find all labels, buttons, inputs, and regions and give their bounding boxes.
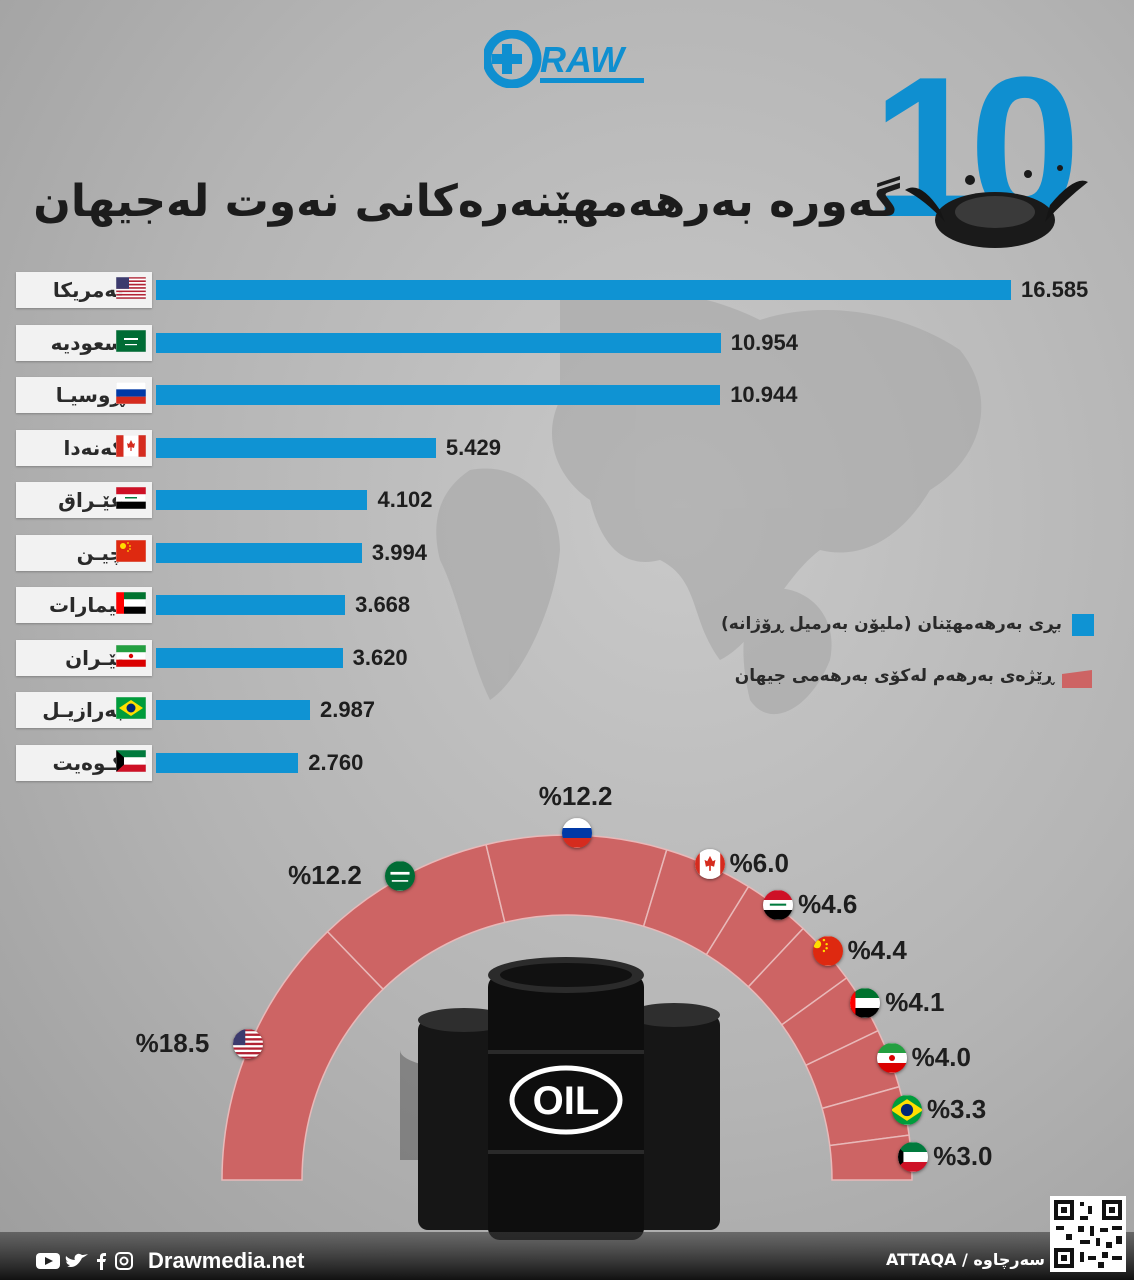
production-value-label: 3.994	[371, 539, 427, 565]
production-bar	[156, 647, 343, 668]
share-value-label: %4.4	[847, 934, 907, 965]
flag-br-icon	[891, 1095, 922, 1126]
flag-us-icon	[116, 277, 146, 299]
production-value-label: 2.760	[308, 749, 364, 775]
country-name: ڕوسیـا	[55, 383, 124, 407]
country-name: عێـراق	[58, 488, 124, 512]
country-label-br: بەرازیـل	[16, 692, 152, 728]
production-bar	[156, 700, 310, 720]
qr-code-icon	[1050, 1196, 1126, 1272]
flag-br-icon	[116, 697, 146, 719]
production-bar	[156, 595, 346, 615]
flag-cn-icon	[116, 539, 146, 562]
country-name: چیـن	[76, 540, 124, 565]
share-value-label: %4.0	[911, 1041, 971, 1072]
world-map-background	[436, 289, 982, 715]
svg-text:OIL: OIL	[533, 1079, 600, 1123]
share-value-label: %12.2	[538, 781, 613, 812]
share-value-label: %4.6	[798, 888, 858, 919]
country-label-kw: کـوەیت	[16, 744, 152, 781]
country-label-ir: ئێـران	[16, 639, 152, 676]
website-link[interactable]: Drawmedia.net	[148, 1248, 305, 1273]
production-bar	[156, 280, 1011, 300]
share-value-label: %3.0	[933, 1141, 993, 1172]
production-bar	[156, 542, 362, 563]
instagram-icon	[115, 1252, 133, 1270]
flag-sa-icon	[116, 329, 146, 352]
legend-production: بڕی بەرهەمهێنان (ملیۆن بەرمیل ڕۆژانە)	[600, 610, 1100, 640]
production-value-label: 3.620	[352, 644, 408, 670]
logo-text: RAW	[540, 39, 627, 80]
flag-ru-icon	[561, 818, 592, 849]
flag-ae-icon	[116, 592, 146, 614]
flag-ir-icon	[116, 644, 146, 667]
flag-kw-icon	[116, 749, 146, 772]
share-value-label: %18.5	[135, 1028, 210, 1059]
production-value-label: 5.429	[445, 434, 501, 460]
share-value-label: %6.0	[729, 847, 789, 878]
share-value-label: %12.2	[288, 859, 362, 890]
country-label-iq: عێـراق	[16, 482, 152, 518]
flag-ru-icon	[116, 382, 146, 404]
twitter-icon	[65, 1253, 88, 1267]
country-label-ru: ڕوسیـا	[16, 377, 152, 413]
production-value-label: 3.668	[355, 592, 411, 617]
country-label-sa: سعودیە	[16, 324, 152, 361]
country-label-ca: کەنەدا	[16, 429, 152, 466]
country-name: سعودیە	[50, 330, 124, 355]
country-label-ae: ئیمارات	[16, 587, 152, 623]
production-bar	[156, 490, 368, 510]
draw-logo: RAW	[484, 30, 644, 88]
production-value-label: 10.944	[730, 382, 798, 407]
facebook-icon	[97, 1253, 106, 1270]
flag-ir-icon	[876, 1042, 907, 1073]
flag-ca-icon	[116, 434, 146, 457]
country-label-cn: چیـن	[16, 534, 152, 571]
production-bar	[156, 385, 721, 405]
flag-iq-icon	[763, 889, 794, 920]
production-bar	[156, 437, 436, 458]
oil-splash-graphic	[905, 165, 1088, 248]
oil-barrels-graphic: OIL	[400, 957, 720, 1240]
source-credit: سەرچاوە / ATTAQA	[885, 1250, 1045, 1269]
production-value-label: 16.585	[1021, 277, 1089, 302]
production-value-label: 10.954	[730, 329, 798, 355]
share-value-label: %4.1	[885, 986, 945, 1017]
flag-kw-icon	[898, 1142, 929, 1173]
flag-iq-icon	[116, 487, 146, 509]
country-name: کـوەیت	[52, 750, 125, 775]
country-name: بەرازیـل	[42, 698, 124, 722]
legend-share: ڕێژەی بەرهەم لەکۆی بەرهەمی جیهان	[600, 662, 1100, 692]
flag-cn-icon	[812, 935, 843, 966]
flag-ca-icon	[694, 848, 725, 879]
share-segment-ru	[485, 834, 668, 928]
flag-sa-icon	[385, 860, 416, 891]
production-value-label: 2.987	[319, 697, 376, 722]
flag-ae-icon	[850, 987, 881, 1018]
legend-production-label: بڕی بەرهەمهێنان (ملیۆن بەرمیل ڕۆژانە)	[721, 614, 1062, 634]
production-bar	[156, 752, 299, 773]
legend-production-swatch	[1072, 614, 1094, 636]
production-bar	[156, 332, 721, 353]
country-name: کەنەدا	[63, 435, 124, 460]
country-name: ئێـران	[65, 645, 124, 670]
social-icons	[36, 1252, 133, 1270]
country-name: ئیمارات	[48, 593, 124, 617]
country-label-us: ئەمریکا	[16, 272, 152, 308]
legend-share-swatch	[1062, 670, 1092, 688]
legend-share-label: ڕێژەی بەرهەم لەکۆی بەرهەمی جیهان	[734, 666, 1054, 686]
share-value-label: %3.3	[926, 1094, 987, 1125]
footer-bar	[0, 1232, 1134, 1280]
youtube-icon	[36, 1253, 60, 1269]
chart-title: گەورە بەرهەمهێنەرەکانی نەوت لەجیهان	[33, 176, 900, 227]
flag-us-icon	[232, 1029, 263, 1060]
country-name: ئەمریکا	[52, 278, 124, 302]
production-value-label: 4.102	[377, 487, 433, 512]
